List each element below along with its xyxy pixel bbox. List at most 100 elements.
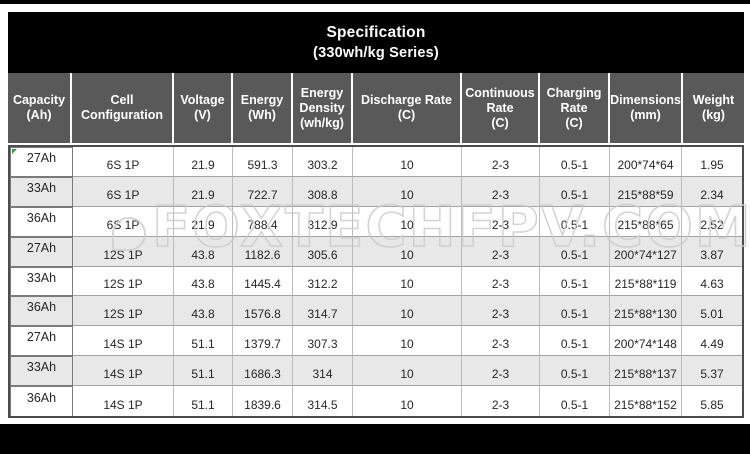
table-cell: 6S 1P [73,206,174,237]
table-cell: 303.2 [293,147,353,177]
table-cell: 10 [353,356,462,387]
header-cell-dimensions: Dimensions (mm) [610,73,683,143]
table-cell: 215*88*137 [610,356,682,387]
table-cell: 314.7 [293,296,353,327]
capacity-cell: 36Ah [10,206,73,237]
capacity-cell: 27Ah [10,147,73,177]
header-label: Dimensions [610,93,681,107]
table-cell: 0.5-1 [540,326,610,357]
table-cell: 6S 1P [73,176,174,207]
table-cell: 314.5 [293,386,353,417]
table-cell: 4.49 [682,326,742,357]
table-cell: 200*74*127 [610,236,682,267]
capacity-cell: 33Ah [10,356,73,387]
table-cell: 2-3 [462,206,540,237]
table-cell: 1686.3 [233,356,293,387]
table-cell: 200*74*148 [610,326,682,357]
table-row: 36Ah 12S 1P 43.8 1576.8 314.7 10 2-3 0.5-1 215*8… [10,296,742,327]
table-cell: 10 [353,326,462,357]
table-cell: 5.85 [700,398,724,413]
table-row: 36Ah 14S 1P 51.1 1839.6 314.5 10 2-3 0.5-1 215*8… [10,386,742,417]
header-label: Charging Rate [546,85,602,115]
table-cell: 0.5-1 [540,356,610,387]
header-cell-capacity: Capacity (Ah) [8,73,72,143]
table-cell: 200*74*64 [610,147,682,177]
table-cell: 0.5-1 [540,206,610,237]
table-cell: 215*88*130 [610,296,682,327]
table-cell: 2.52 [682,207,742,237]
table-header-row: Capacity (Ah) Cell Configuration Voltage (V)… [8,73,744,145]
table-cell: 0.5-1 [540,147,610,177]
table-cell: 788.4 [233,206,293,237]
table-cell: 1445.4 [233,266,293,297]
table-cell: 1.95 [682,147,742,177]
table-cell: 51.1 [174,386,233,417]
header-cell-charging-rate: Charging Rate (C) [540,73,610,143]
table-cell: 2-3 [462,147,540,177]
table-cell: 43.8 [174,266,233,297]
table-cell: 14S 1P [73,326,174,357]
table-row: 33Ah 14S 1P 51.1 1686.3 314 10 2-3 0.5-1 215*88*… [10,356,742,387]
table-cell: 21.9 [174,176,233,207]
header-label: Continuous Rate [465,85,535,115]
table-cell: 1576.8 [233,296,293,327]
table-row: 33Ah 6S 1P 21.9 722.7 308.8 10 2-3 0.5-1 215*88*… [10,176,742,207]
bottom-black-strip [0,424,750,454]
page-title: Specification [326,24,426,41]
table-cell: 1182.6 [233,236,293,267]
header-unit: (Wh) [248,108,276,122]
header-unit: (Ah) [26,108,52,122]
table-cell: 312.9 [293,206,353,237]
table-row: 27Ah 6S 1P 21.9 591.3 303.2 10 2-3 0.5-1 200*74*… [10,147,742,177]
header-unit: (C) [491,115,509,130]
table-cell: 312.2 [293,266,353,297]
table-row: 27Ah 14S 1P 51.1 1379.7 307.3 10 2-3 0.5-1 200*7… [10,326,742,357]
table-cell: 2-3 [462,326,540,357]
table-cell: 21.9 [174,206,233,237]
table-row: 27Ah 12S 1P 43.8 1182.6 305.6 10 2-3 0.5-1 200*7… [10,236,742,267]
capacity-cell: 27Ah [10,236,73,267]
table-cell: 10 [353,266,462,297]
table-cell: 307.3 [293,326,353,357]
spec-table: Capacity (Ah) Cell Configuration Voltage (V)… [8,73,744,418]
table-cell: 10 [353,147,462,177]
page-subtitle: (330wh/kg Series) [313,45,439,61]
table-cell: 10 [353,176,462,207]
table-cell: 308.8 [293,176,353,207]
table-cell: 0.5-1 [540,386,610,417]
table-cell: 215*88*119 [610,266,682,297]
capacity-cell: 33Ah [10,266,73,297]
table-cell: 215*88*59 [610,176,682,207]
header-unit: (mm) [630,108,661,122]
table-cell: 314 [293,356,353,387]
table-cell: 14S 1P [73,356,174,387]
table-cell: 12S 1P [73,296,174,327]
header-unit: (C) [397,108,416,122]
table-cell: 215*88*152 [610,386,682,417]
header-label: Capacity [12,93,66,107]
table-cell: 10 [353,386,462,417]
table-cell: 2-3 [462,266,540,297]
table-cell: 722.7 [233,176,293,207]
table-cell: 0.5-1 [540,236,610,267]
table-body: 27Ah 6S 1P 21.9 591.3 303.2 10 2-3 0.5-1 200*74*… [8,145,744,418]
table-row: 36Ah 6S 1P 21.9 788.4 312.9 10 2-3 0.5-1 215*88*… [10,206,742,237]
header-label: Energy Density [299,85,345,115]
header-cell-discharge-rate: Discharge Rate (C) [353,73,462,143]
table-cell: 2-3 [462,176,540,207]
table-cell: 591.3 [233,147,293,177]
header-unit: (kg) [702,108,725,122]
table-cell: 10 [353,236,462,267]
spec-title-banner: Specification (330wh/kg Series) [8,12,744,73]
table-cell: 14S 1P [73,386,174,417]
header-label: Weight [692,93,735,107]
header-unit: (V) [194,108,211,122]
header-unit: (C) [565,115,583,130]
table-cell: 2-3 [462,296,540,327]
table-cell: 10 [353,296,462,327]
table-cell: 4.63 [682,267,742,297]
table-cell: 0.5-1 [540,266,610,297]
header-label: Energy [240,93,284,107]
table-cell: 5.37 [682,356,742,387]
table-cell: 5.01 [682,296,742,327]
